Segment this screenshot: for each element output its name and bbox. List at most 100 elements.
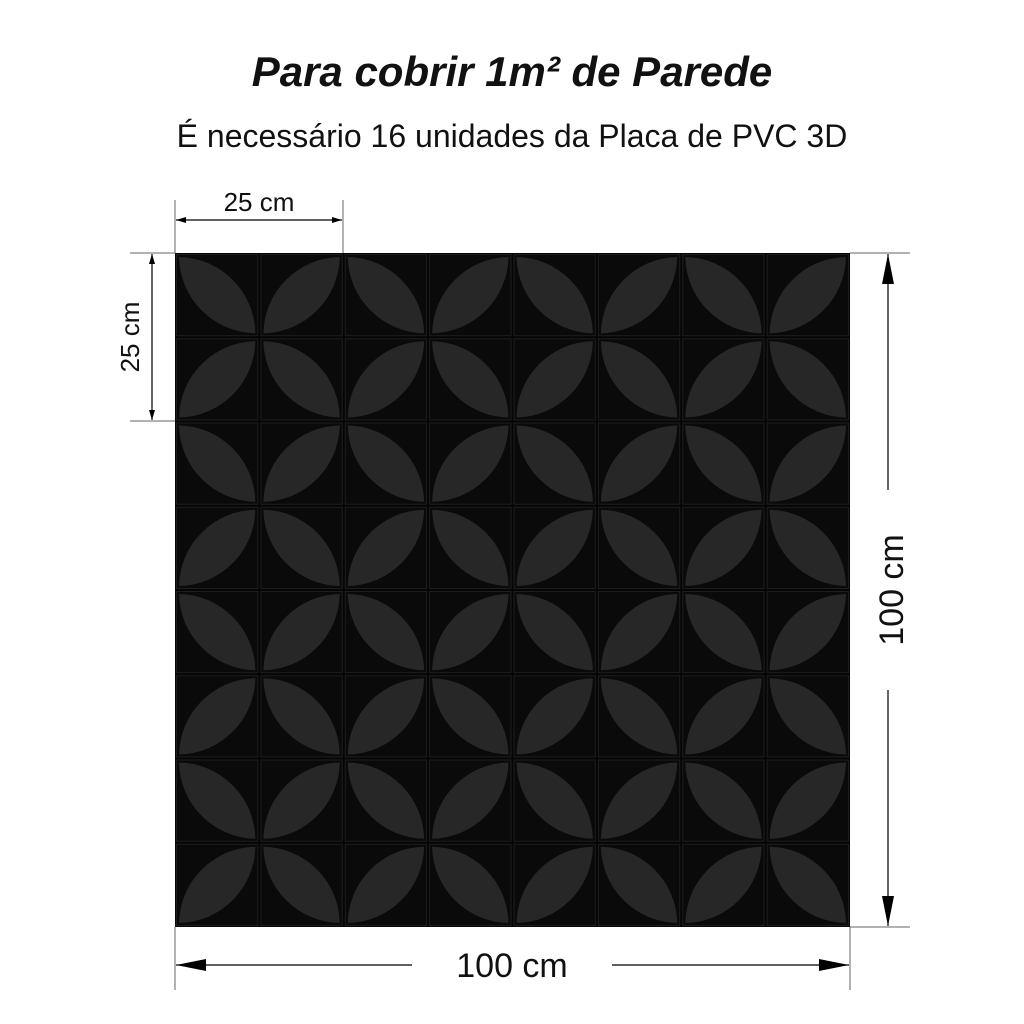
petal [600,678,678,755]
tile-cell [260,591,343,674]
tile-cell [766,422,849,505]
petal [179,341,256,418]
petal [600,594,678,671]
tile-cell [344,422,428,505]
tile-cell [260,422,343,505]
petal [263,257,340,334]
petal [685,257,762,334]
petal [179,257,256,334]
tile-cell [260,675,343,758]
petal [600,341,678,418]
tile-cell [513,591,596,674]
petal [600,425,678,502]
tile-cell [682,759,765,842]
petal [769,846,846,923]
tile-cell [176,759,259,842]
petal [516,509,593,586]
tile-cell [682,338,765,421]
petal [432,846,509,923]
tile-cell [429,675,512,758]
tile-cell [597,254,681,337]
tile-cell [513,675,596,758]
tile-cell [682,843,765,926]
tile-cell [176,338,259,421]
tile-cell [766,591,849,674]
petal [347,341,425,418]
tile-cell [513,506,596,589]
petal [347,762,425,839]
petal [432,509,509,586]
tile-cell [344,338,428,421]
tile-cell [766,254,849,337]
petal [769,678,846,755]
tile-cell [429,843,512,926]
tile-cell [260,759,343,842]
tile-cell [260,843,343,926]
tile-cell [429,591,512,674]
petal [263,846,340,923]
tile-cell [344,254,428,337]
tile-cell [176,675,259,758]
petal [432,425,509,502]
page-title: Para cobrir 1m² de Parede [251,48,773,95]
petal [347,509,425,586]
tile-cell [766,843,849,926]
petal [263,341,340,418]
tile-cell [513,843,596,926]
tile-cell [176,506,259,589]
tile-cell [176,422,259,505]
tile-cell [597,591,681,674]
petal [347,846,425,923]
petal [516,257,593,334]
tile-cell [766,675,849,758]
wall-width-label: 100 cm [456,947,568,985]
petal [769,594,846,671]
petal [685,762,762,839]
tile-cell [429,506,512,589]
tile-cell [260,506,343,589]
petal [769,341,846,418]
petal [263,594,340,671]
tile-cell [344,591,428,674]
petal [769,762,846,839]
tile-cell [344,843,428,926]
tile-cell [429,254,512,337]
tile-cell [597,422,681,505]
tile-cell [176,254,259,337]
plate-width-dimension: 25 cm [174,187,344,253]
petal [685,509,762,586]
petal [685,594,762,671]
petal [516,425,593,502]
petal [600,509,678,586]
petal [685,678,762,755]
tile-cell [260,338,343,421]
tile-cell [597,338,681,421]
tile-cell [682,422,765,505]
petal [179,846,256,923]
tile-cell [429,759,512,842]
page-subtitle: É necessário 16 unidades da Placa de PVC… [176,118,848,154]
tile-cell [597,843,681,926]
petal [347,594,425,671]
petal [432,341,509,418]
plate-height-label: 25 cm [115,302,145,373]
petal [600,257,678,334]
petal [432,257,509,334]
petal [516,762,593,839]
wall-height-label: 100 cm [873,534,911,646]
petal [179,509,256,586]
tile-cell [682,254,765,337]
petal [685,425,762,502]
petal [516,678,593,755]
tile-cell [766,338,849,421]
petal [600,762,678,839]
wall-height-dimension: 100 cm [850,252,911,928]
tile-cell [513,338,596,421]
tile-cell [682,675,765,758]
tile-cell [429,422,512,505]
tile-cell [344,506,428,589]
petal [516,341,593,418]
tile-cell [260,254,343,337]
petal [432,594,509,671]
